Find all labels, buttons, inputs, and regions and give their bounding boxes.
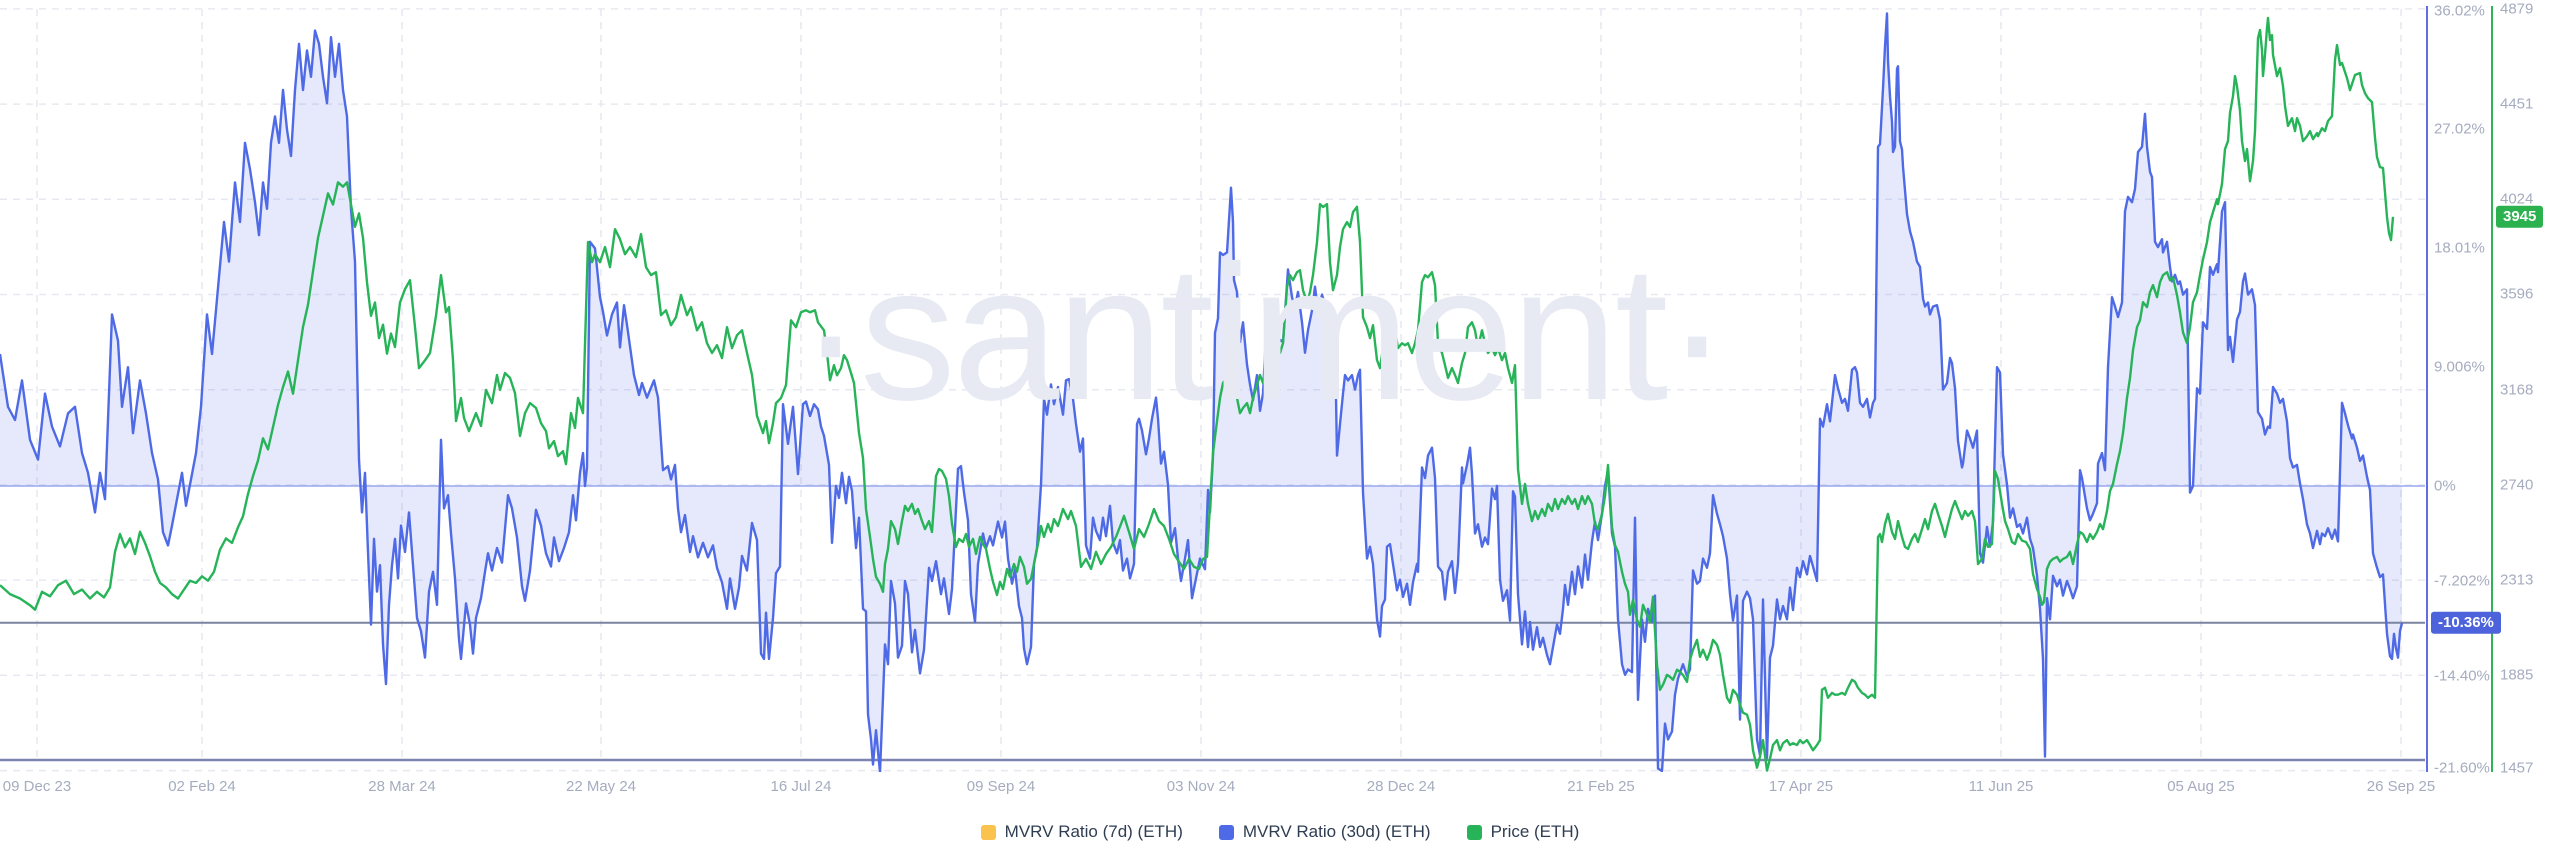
legend-label: MVRV Ratio (7d) (ETH) [1004, 822, 1183, 841]
pct-tick-label: 27.02% [2434, 120, 2485, 138]
price-tick-label: 4024 [2500, 190, 2534, 208]
mvrv-30d-area-fill [0, 13, 2402, 772]
date-tick-label: 21 Feb 25 [1567, 778, 1635, 795]
date-tick-label: 16 Jul 24 [770, 778, 832, 795]
date-tick-label: 28 Mar 24 [368, 778, 436, 795]
pct-tick-label: 36.02% [2434, 2, 2485, 20]
pct-tick-label: -7.202% [2434, 572, 2490, 590]
current-mvrv-badge: -10.36% [2431, 611, 2501, 634]
legend-swatch-icon [1218, 824, 1234, 840]
price-tick-label: 3596 [2500, 285, 2534, 303]
date-tick-label: 09 Sep 24 [966, 778, 1036, 795]
current-price-badge: 3945 [2496, 205, 2544, 229]
price-eth-line[interactable] [0, 16, 2395, 772]
legend: MVRV Ratio (7d) (ETH) MVRV Ratio (30d) (E… [0, 822, 2560, 842]
price-tick-label: 1885 [2500, 666, 2534, 684]
price-tick-label: 2313 [2500, 571, 2534, 589]
date-tick-label: 22 May 24 [565, 778, 637, 795]
price-tick-label: 4451 [2500, 95, 2534, 113]
pct-tick-label: 9.006% [2434, 358, 2485, 376]
price-tick-label: 2740 [2500, 476, 2534, 494]
date-tick-label: 26 Sep 25 [2366, 778, 2436, 795]
legend-label: MVRV Ratio (30d) (ETH) [1242, 822, 1431, 841]
horizontal-gridlines [0, 8, 2425, 772]
pct-tick-label: -14.40% [2434, 667, 2490, 685]
date-tick-label: 05 Aug 25 [2167, 778, 2235, 795]
legend-swatch-icon [980, 824, 996, 840]
price-tick-label: 3168 [2500, 381, 2534, 399]
price-tick-label: 1457 [2500, 759, 2534, 777]
pct-tick-label: -21.60% [2434, 759, 2490, 777]
pct-tick-label: 0% [2434, 477, 2456, 495]
date-tick-label: 09 Dec 23 [2, 778, 72, 795]
date-tick-label: 03 Nov 24 [1166, 778, 1236, 795]
legend-item-price-eth[interactable]: Price (ETH) [1466, 822, 1580, 842]
price-tick-label: 4879 [2500, 0, 2534, 18]
mvrv-30d-line[interactable] [0, 12, 2404, 772]
date-tick-label: 02 Feb 24 [168, 778, 236, 795]
date-tick-label: 28 Dec 24 [1366, 778, 1436, 795]
date-tick-label: 17 Apr 25 [1768, 778, 1834, 795]
legend-label: Price (ETH) [1490, 822, 1580, 841]
pct-tick-label: 18.01% [2434, 239, 2485, 257]
date-tick-label: 11 Jun 25 [1968, 778, 2034, 795]
legend-swatch-icon [1466, 824, 1482, 840]
legend-item-mvrv-ratio-30d-eth[interactable]: MVRV Ratio (30d) (ETH) [1218, 822, 1431, 842]
legend-item-mvrv-ratio-7d-eth[interactable]: MVRV Ratio (7d) (ETH) [980, 822, 1183, 842]
